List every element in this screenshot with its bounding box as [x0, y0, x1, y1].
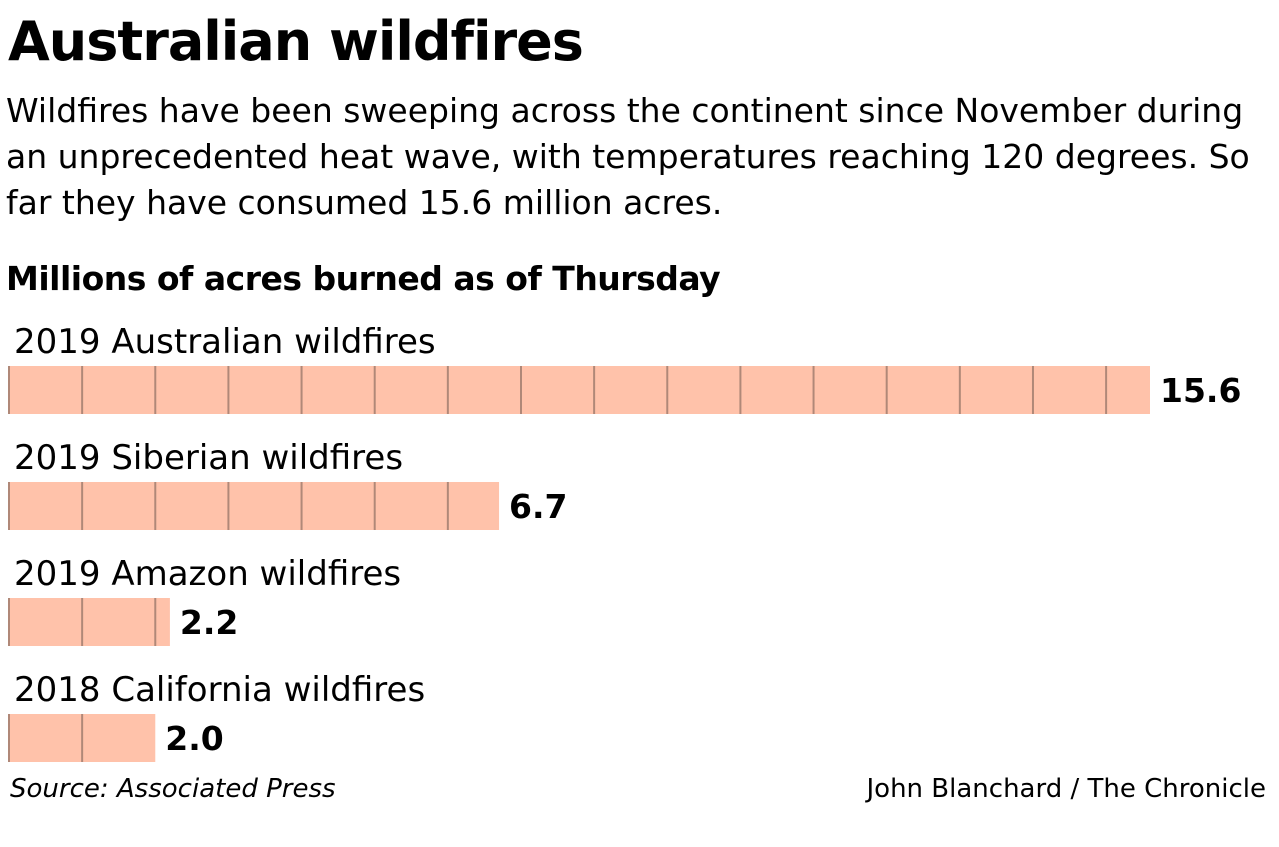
bar [9, 598, 170, 646]
bar [9, 366, 1150, 414]
bar-value-label: 2.0 [165, 719, 223, 758]
chart-subtitle: Wildfires have been sweeping across the … [6, 91, 1250, 222]
source-note: Source: Associated Press [10, 774, 336, 804]
bar-value-label: 2.2 [180, 603, 238, 642]
bar-category-label: 2019 Siberian wildfires [14, 438, 403, 478]
bar-category-label: 2019 Amazon wildfires [14, 554, 401, 594]
bar-value-label: 15.6 [1160, 371, 1241, 410]
bar-chart: 2019 Australian wildfires 15.6 2019 Siberi… [8, 322, 1241, 762]
chart-heading: Millions of acres burned as of Thursday [6, 259, 721, 298]
credit-line: John Blanchard / The Chronicle [866, 774, 1267, 804]
bar [9, 482, 500, 530]
chart-title: Australian wildfires [8, 10, 584, 73]
bar-value-label: 6.7 [509, 487, 567, 526]
bar-category-label: 2018 California wildfires [14, 670, 425, 710]
bar-category-label: 2019 Australian wildfires [14, 322, 436, 362]
